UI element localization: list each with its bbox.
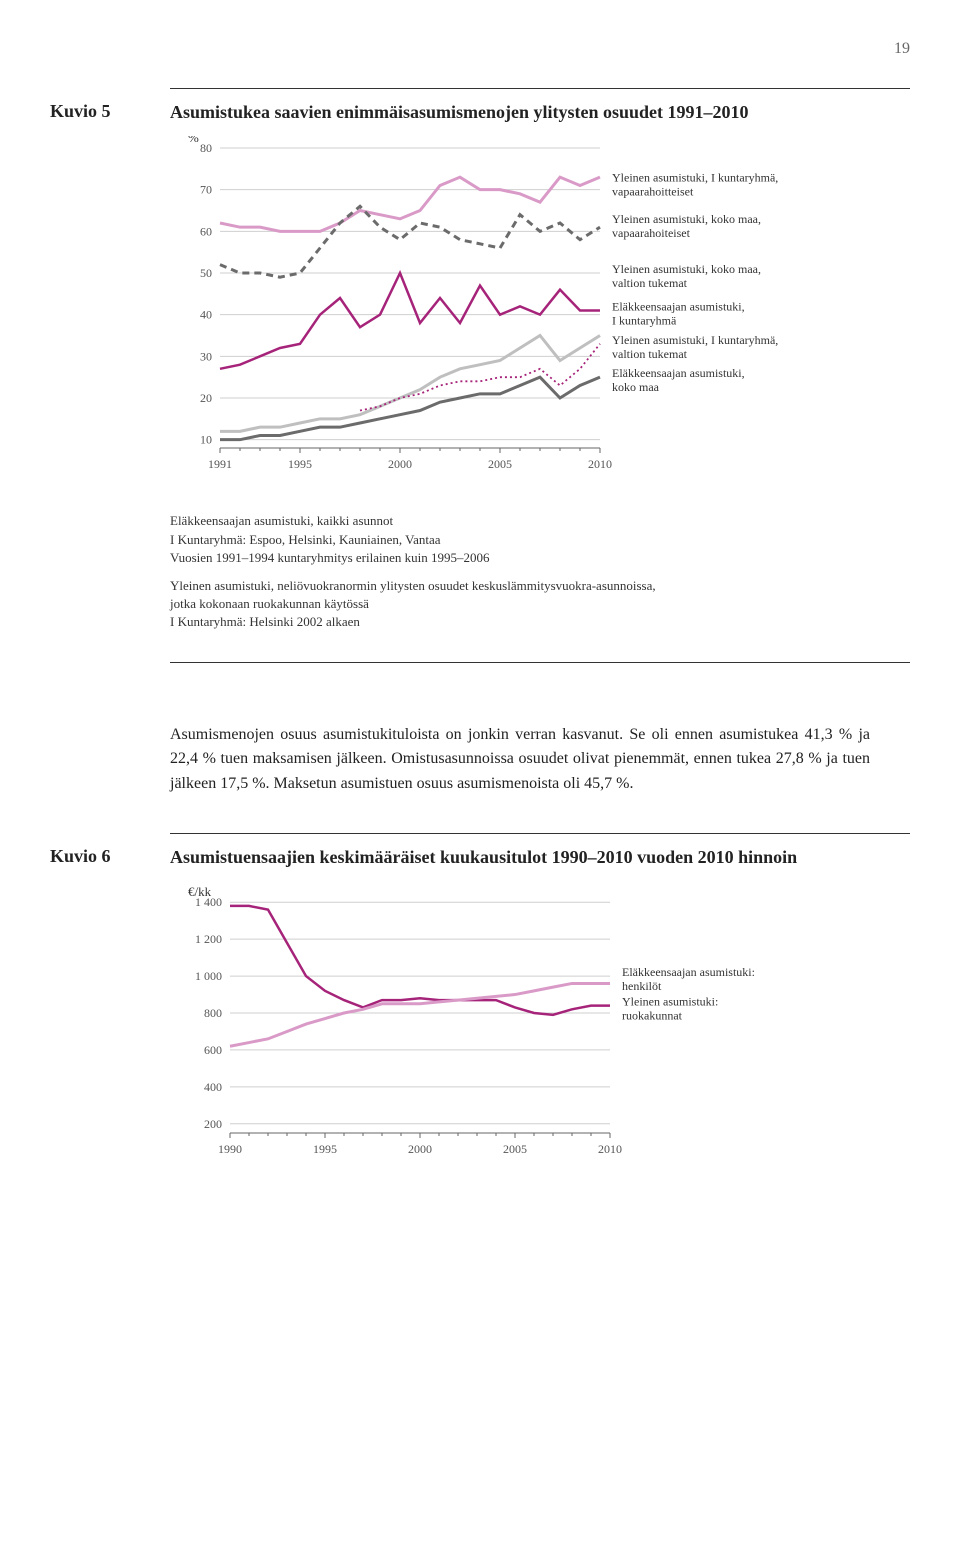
svg-text:70: 70 bbox=[200, 183, 212, 197]
note-text: I Kuntaryhmä: Helsinki 2002 alkaen bbox=[170, 614, 360, 629]
svg-text:200: 200 bbox=[204, 1117, 222, 1131]
page-number: 19 bbox=[50, 40, 910, 58]
note-text: Eläkkeensaajan asumistuki, kaikki asunno… bbox=[170, 513, 393, 528]
svg-text:Eläkkeensaajan asumistuki,: Eläkkeensaajan asumistuki, bbox=[612, 300, 745, 314]
svg-text:vapaarahoiteiset: vapaarahoiteiset bbox=[612, 226, 691, 240]
svg-text:vapaarahoitteiset: vapaarahoitteiset bbox=[612, 185, 694, 199]
svg-text:Yleinen asumistuki:: Yleinen asumistuki: bbox=[622, 995, 718, 1009]
svg-text:30: 30 bbox=[200, 350, 212, 364]
svg-text:80: 80 bbox=[200, 141, 212, 155]
svg-text:2005: 2005 bbox=[488, 457, 512, 471]
svg-text:€/kk: €/kk bbox=[188, 885, 212, 900]
svg-text:henkilöt: henkilöt bbox=[622, 979, 662, 993]
svg-text:1995: 1995 bbox=[288, 457, 312, 471]
figure-5-notes: Eläkkeensaajan asumistuki, kaikki asunno… bbox=[170, 512, 910, 662]
svg-text:1990: 1990 bbox=[218, 1142, 242, 1156]
svg-text:Yleinen asumistuki, koko maa,: Yleinen asumistuki, koko maa, bbox=[612, 212, 761, 226]
svg-text:600: 600 bbox=[204, 1043, 222, 1057]
svg-text:40: 40 bbox=[200, 308, 212, 322]
note-text: Yleinen asumistuki, neliövuokranormin yl… bbox=[170, 578, 656, 593]
svg-text:Eläkkeensaajan asumistuki:: Eläkkeensaajan asumistuki: bbox=[622, 965, 755, 979]
note-text: Vuosien 1991–1994 kuntaryhmitys erilaine… bbox=[170, 550, 490, 565]
svg-text:20: 20 bbox=[200, 391, 212, 405]
svg-text:60: 60 bbox=[200, 225, 212, 239]
svg-text:1991: 1991 bbox=[208, 457, 232, 471]
svg-text:valtion tukemat: valtion tukemat bbox=[612, 347, 688, 361]
svg-text:Yleinen asumistuki, koko maa,: Yleinen asumistuki, koko maa, bbox=[612, 262, 761, 276]
svg-text:valtion tukemat: valtion tukemat bbox=[612, 276, 688, 290]
svg-text:1 200: 1 200 bbox=[195, 932, 222, 946]
svg-text:ruokakunnat: ruokakunnat bbox=[622, 1009, 683, 1023]
figure-6: Kuvio 6 Asumistuensaajien keskimääräiset… bbox=[50, 833, 910, 1181]
svg-text:2000: 2000 bbox=[408, 1142, 432, 1156]
svg-text:koko maa: koko maa bbox=[612, 381, 660, 395]
svg-text:Eläkkeensaajan asumistuki,: Eläkkeensaajan asumistuki, bbox=[612, 367, 745, 381]
svg-text:Yleinen asumistuki, I kuntaryh: Yleinen asumistuki, I kuntaryhmä, bbox=[612, 333, 778, 347]
figure-6-label: Kuvio 6 bbox=[50, 846, 130, 867]
svg-text:800: 800 bbox=[204, 1006, 222, 1020]
svg-text:2000: 2000 bbox=[388, 457, 412, 471]
svg-text:1 000: 1 000 bbox=[195, 969, 222, 983]
chart-kuvio5: 10 20 30 40 50 60 70 80% 1991 1995 2000 2005 2010 Yle… bbox=[170, 136, 910, 496]
svg-text:10: 10 bbox=[200, 433, 212, 447]
svg-text:Yleinen asumistuki, I kuntaryh: Yleinen asumistuki, I kuntaryhmä, bbox=[612, 171, 778, 185]
note-text: I Kuntaryhmä: Espoo, Helsinki, Kauniaine… bbox=[170, 532, 441, 547]
figure-6-title: Asumistuensaajien keskimääräiset kuukaus… bbox=[170, 846, 797, 869]
svg-text:400: 400 bbox=[204, 1080, 222, 1094]
figure-5-label: Kuvio 5 bbox=[50, 101, 130, 122]
svg-text:I kuntaryhmä: I kuntaryhmä bbox=[612, 314, 677, 328]
note-text: jotka kokonaan ruokakunnan käytössä bbox=[170, 596, 369, 611]
svg-text:2010: 2010 bbox=[598, 1142, 622, 1156]
body-paragraph: Asumismenojen osuus asumistukituloista o… bbox=[170, 723, 870, 797]
figure-5-title: Asumistukea saavien enimmäisasumismenoje… bbox=[170, 101, 749, 124]
svg-text:2010: 2010 bbox=[588, 457, 612, 471]
svg-text:50: 50 bbox=[200, 266, 212, 280]
chart-kuvio6: 2004006008001 0001 2001 400€/kk199019952… bbox=[170, 881, 910, 1181]
figure-5: Kuvio 5 Asumistukea saavien enimmäisasum… bbox=[50, 88, 910, 663]
svg-text:1995: 1995 bbox=[313, 1142, 337, 1156]
svg-text:%: % bbox=[188, 136, 199, 145]
svg-text:2005: 2005 bbox=[503, 1142, 527, 1156]
